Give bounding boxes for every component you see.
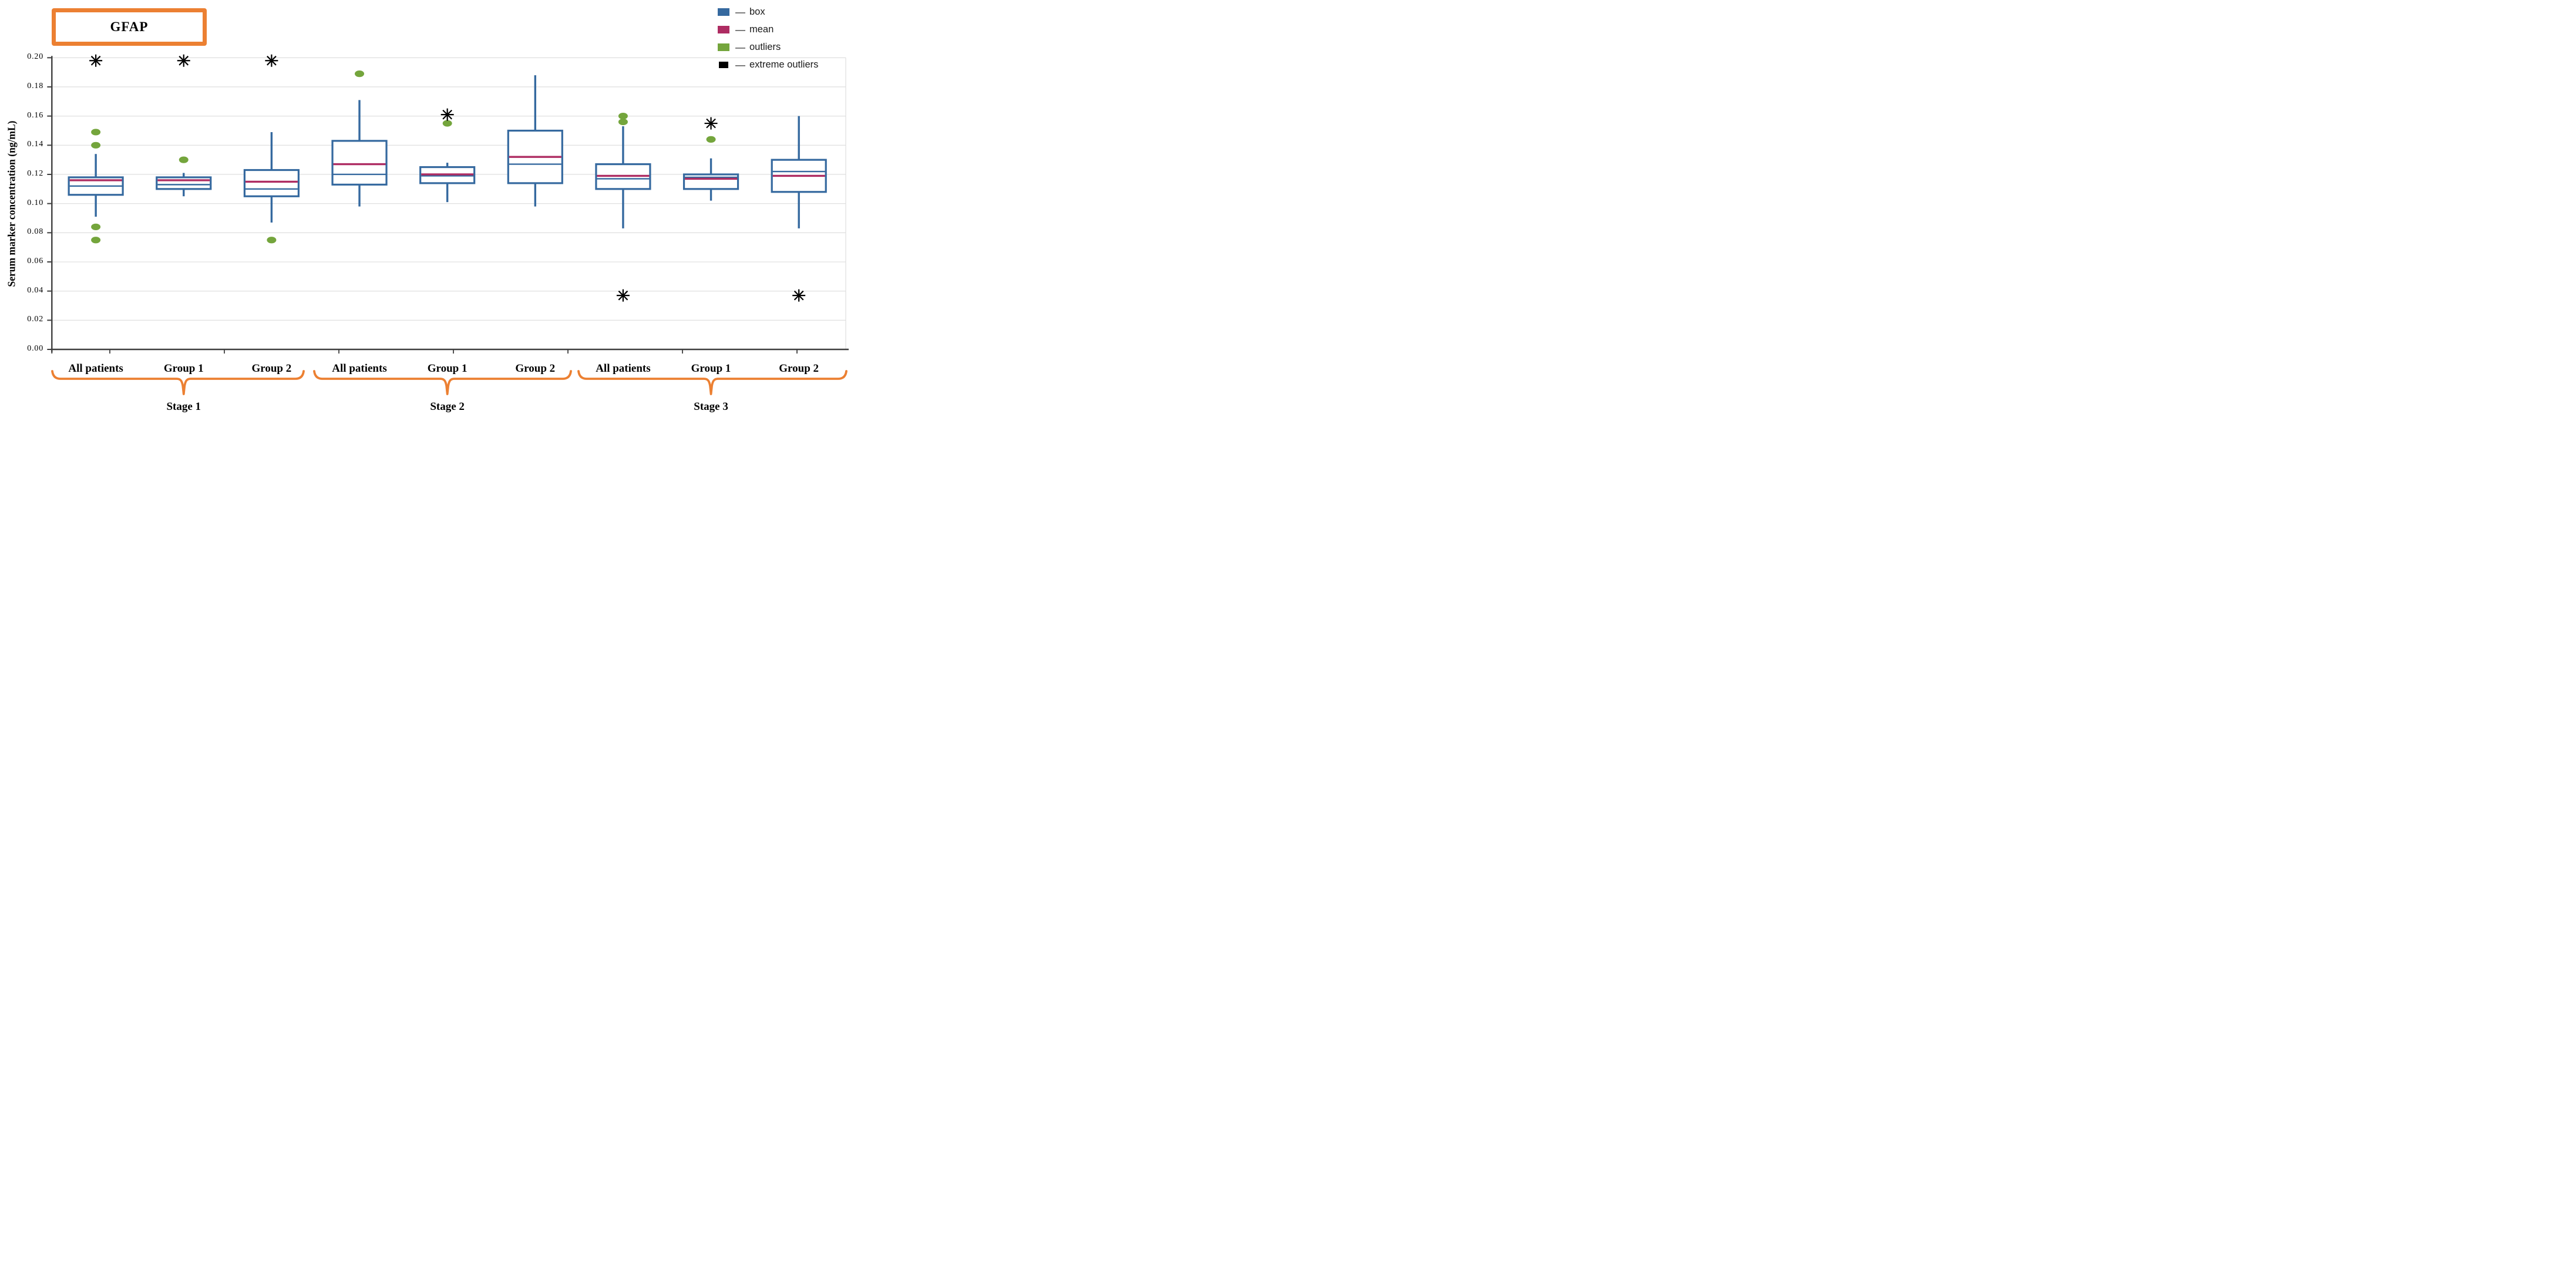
category-label: All patients <box>332 362 387 375</box>
legend-item: — outliers <box>718 41 818 53</box>
stage-brace <box>313 370 572 395</box>
box <box>243 169 300 197</box>
y-tick-label: 0.16 <box>27 110 43 120</box>
legend-dash-icon: — <box>735 6 745 18</box>
y-tick-label: 0.06 <box>27 256 43 265</box>
category-label: Group 1 <box>691 362 731 375</box>
category-label: Group 2 <box>251 362 292 375</box>
chart-title: GFAP <box>110 19 149 34</box>
outlier-point <box>618 118 628 126</box>
y-tick-label: 0.14 <box>27 140 43 149</box>
extreme-outlier-marker <box>267 55 277 66</box>
legend-swatch-icon <box>719 62 728 68</box>
legend-dash-icon: — <box>735 59 745 70</box>
category-label: All patients <box>68 362 123 375</box>
extreme-outlier-marker <box>618 290 628 301</box>
stage-label: Stage 3 <box>694 401 728 413</box>
outlier-point <box>91 237 101 244</box>
y-tick-label: 0.20 <box>27 52 43 62</box>
legend-dash-icon: — <box>735 23 745 35</box>
outlier-point <box>91 223 101 230</box>
legend-swatch-icon <box>718 43 729 51</box>
box <box>156 176 212 190</box>
outlier-point <box>91 142 101 149</box>
y-tick-label: 0.00 <box>27 344 43 353</box>
box <box>682 173 739 190</box>
chart-canvas <box>47 54 849 395</box>
legend-swatch-icon <box>718 8 729 16</box>
y-tick-label: 0.08 <box>27 227 43 237</box>
extreme-outlier-marker <box>90 55 101 66</box>
chart-legend: — box — mean — outliers — extreme outliers <box>718 6 818 71</box>
stage-brace <box>577 370 848 395</box>
box <box>331 140 388 186</box>
outlier-point <box>355 70 365 78</box>
legend-item: — mean <box>718 23 818 36</box>
outlier-point <box>267 237 277 244</box>
stage-label: Stage 1 <box>166 401 201 413</box>
outlier-point <box>179 156 189 163</box>
category-label: Group 2 <box>515 362 556 375</box>
y-tick-label: 0.12 <box>27 169 43 178</box>
category-label: Group 1 <box>427 362 468 375</box>
boxplot-figure: GFAP Serum marker concentration (ng/mL) … <box>0 0 859 420</box>
legend-label: extreme outliers <box>749 59 819 70</box>
legend-item: — box <box>718 6 818 18</box>
y-tick-label: 0.02 <box>27 315 43 324</box>
y-tick-label: 0.10 <box>27 198 43 207</box>
category-label: Group 1 <box>163 362 204 375</box>
category-label: Group 2 <box>779 362 819 375</box>
legend-label: outliers <box>749 42 781 52</box>
legend-swatch-icon <box>718 26 729 33</box>
extreme-outlier-marker <box>179 55 189 66</box>
outlier-point <box>442 120 452 127</box>
stage-label: Stage 2 <box>430 401 465 413</box>
outlier-point <box>618 113 628 120</box>
chart-title-box: GFAP <box>52 8 207 46</box>
extreme-outlier-marker <box>706 118 716 129</box>
outlier-point <box>91 129 101 136</box>
legend-dash-icon: — <box>735 41 745 53</box>
extreme-outlier-marker <box>442 109 452 120</box>
outlier-point <box>706 136 716 143</box>
category-label: All patients <box>596 362 651 375</box>
y-tick-label: 0.04 <box>27 285 43 295</box>
legend-label: mean <box>749 24 774 35</box>
stage-brace <box>51 370 305 395</box>
extreme-outlier-marker <box>793 290 804 301</box>
legend-label: box <box>749 6 765 17</box>
y-tick-label: 0.18 <box>27 81 43 90</box>
legend-item: — extreme outliers <box>718 59 818 71</box>
